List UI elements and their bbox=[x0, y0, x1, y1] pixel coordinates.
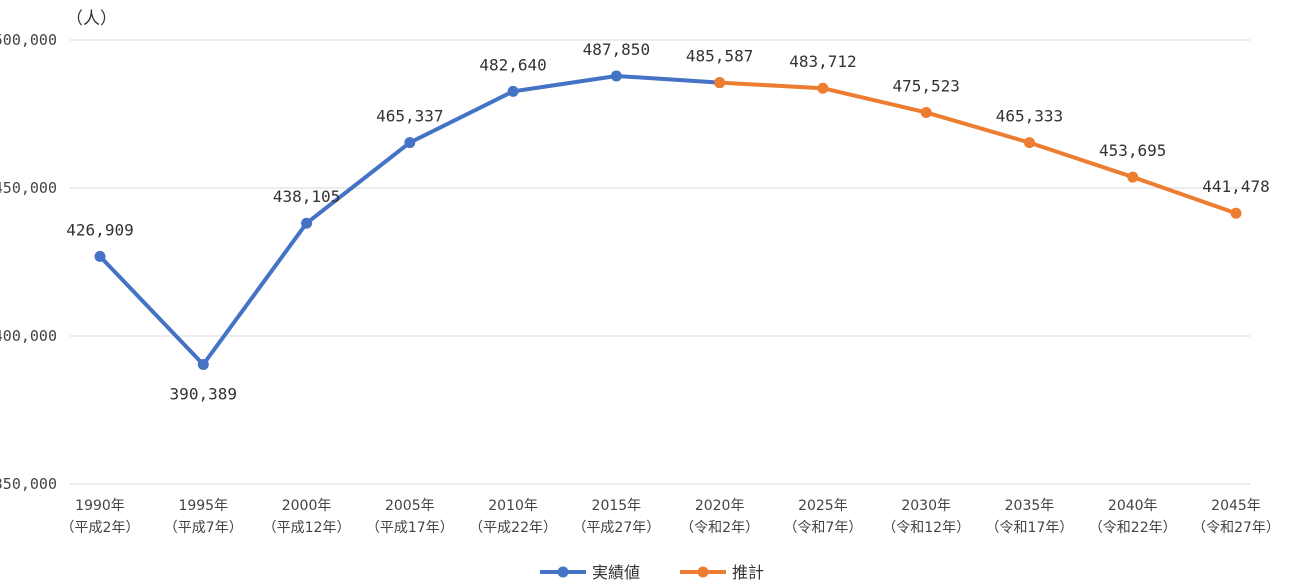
x-tick-label: 1990年 bbox=[75, 498, 125, 514]
x-tick-label: 2030年 bbox=[901, 498, 951, 514]
legend-label: 実績値 bbox=[592, 563, 640, 582]
data-point bbox=[1023, 137, 1035, 149]
x-tick-sublabel: （令和17年） bbox=[986, 520, 1074, 536]
data-label: 453,695 bbox=[1099, 141, 1166, 160]
gridlines bbox=[70, 39, 1250, 485]
data-label: 426,909 bbox=[66, 220, 133, 239]
x-tick-sublabel: （平成12年） bbox=[263, 520, 351, 536]
data-point bbox=[610, 70, 622, 82]
x-tick-sublabel: （令和2年） bbox=[680, 520, 759, 536]
data-point bbox=[714, 77, 726, 89]
data-point bbox=[817, 82, 829, 94]
x-tick-sublabel: （平成27年） bbox=[572, 520, 660, 536]
x-tick-sublabel: （令和22年） bbox=[1089, 520, 1177, 536]
y-unit-label: （人） bbox=[66, 9, 117, 29]
x-tick-label: 2045年 bbox=[1211, 498, 1261, 514]
data-labels: 426,909 390,389 438,105 465,337 482,640 487,8… bbox=[66, 40, 1269, 403]
data-label: 475,523 bbox=[892, 76, 959, 95]
x-tick-label: 2000年 bbox=[282, 498, 332, 514]
x-tick-label: 2010年 bbox=[488, 498, 538, 514]
x-tick-sublabel: （平成22年） bbox=[469, 520, 557, 536]
x-tick-sublabel: （平成17年） bbox=[366, 520, 454, 536]
x-tick-sublabel: （令和7年） bbox=[783, 520, 862, 536]
x-tick-label: 2015年 bbox=[592, 498, 642, 514]
legend-marker bbox=[697, 566, 709, 578]
data-label: 390,389 bbox=[170, 384, 237, 403]
data-label: 465,337 bbox=[376, 107, 443, 126]
data-label: 487,850 bbox=[583, 40, 650, 59]
data-point bbox=[1230, 207, 1242, 219]
x-tick-label: 1995年 bbox=[178, 498, 228, 514]
y-axis: 350,000 400,000 450,000 500,000 bbox=[0, 31, 57, 493]
x-tick-label: 2025年 bbox=[798, 498, 848, 514]
x-tick-label: 2005年 bbox=[385, 498, 435, 514]
data-label: 465,333 bbox=[996, 107, 1063, 126]
x-tick-sublabel: （平成7年） bbox=[164, 520, 243, 536]
data-point bbox=[94, 250, 106, 262]
legend-marker bbox=[557, 566, 569, 578]
x-tick-sublabel: （平成2年） bbox=[61, 520, 140, 536]
data-point bbox=[404, 137, 416, 149]
legend-label: 推計 bbox=[732, 563, 764, 582]
data-label: 438,105 bbox=[273, 187, 340, 206]
series-layer bbox=[94, 70, 1242, 370]
legend: 実績値 推計 bbox=[540, 563, 764, 582]
data-label: 485,587 bbox=[686, 47, 753, 66]
data-label: 482,640 bbox=[479, 55, 546, 74]
x-tick-sublabel: （令和27年） bbox=[1192, 520, 1280, 536]
data-point bbox=[1127, 171, 1139, 183]
data-label: 441,478 bbox=[1202, 177, 1269, 196]
x-tick-label: 2020年 bbox=[695, 498, 745, 514]
data-point bbox=[920, 106, 932, 118]
x-tick-sublabel: （令和12年） bbox=[882, 520, 970, 536]
x-tick-label: 2040年 bbox=[1108, 498, 1158, 514]
data-point bbox=[507, 85, 519, 97]
data-point bbox=[197, 358, 209, 370]
y-tick-label: 350,000 bbox=[0, 475, 57, 493]
data-label: 483,712 bbox=[789, 52, 856, 71]
data-point bbox=[301, 217, 313, 229]
x-axis: 1990年 （平成2年） 1995年 （平成7年） 2000年 （平成12年） 2005年 （… bbox=[61, 498, 1280, 536]
y-tick-label: 400,000 bbox=[0, 327, 57, 345]
y-tick-label: 450,000 bbox=[0, 179, 57, 197]
y-tick-label: 500,000 bbox=[0, 31, 57, 49]
series-line-2 bbox=[717, 80, 1238, 216]
x-tick-label: 2035年 bbox=[1005, 498, 1055, 514]
